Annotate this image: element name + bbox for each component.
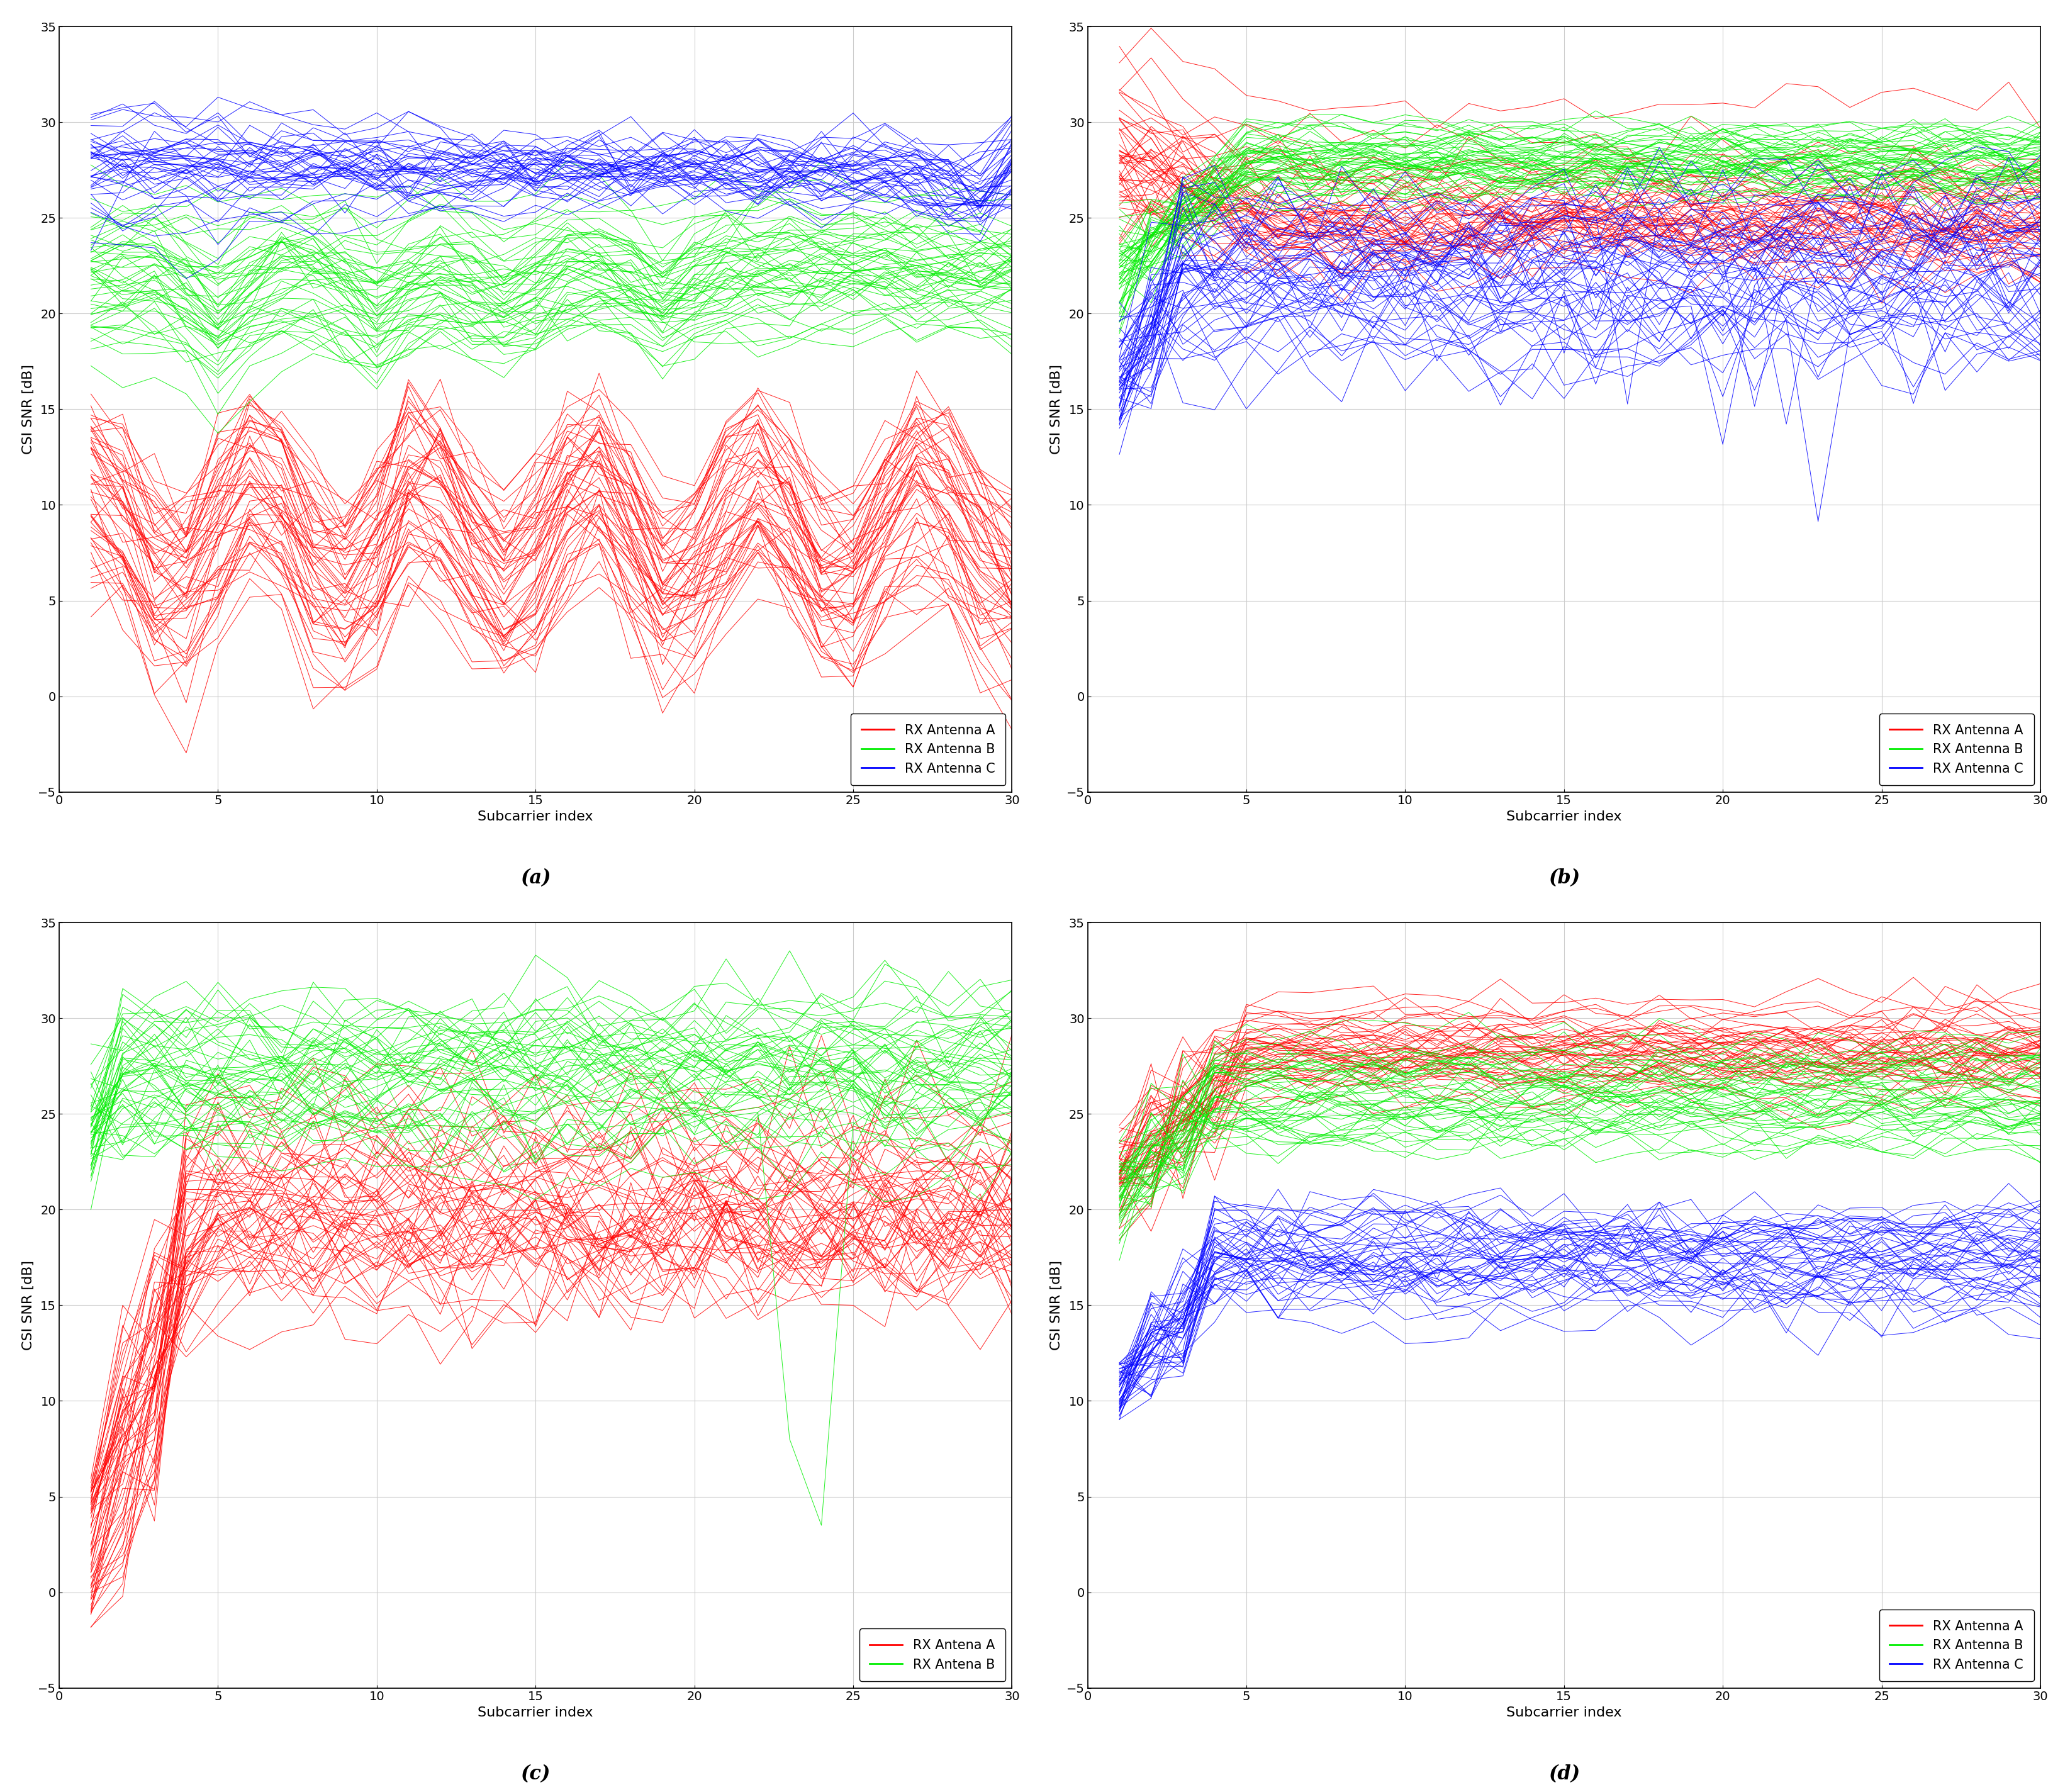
Y-axis label: CSI SNR [dB]: CSI SNR [dB] (23, 1260, 35, 1349)
Text: (d): (d) (1548, 1765, 1579, 1785)
X-axis label: Subcarrier index: Subcarrier index (1507, 1706, 1621, 1719)
Legend: RX Antena A, RX Antena B: RX Antena A, RX Antena B (859, 1629, 1006, 1681)
X-axis label: Subcarrier index: Subcarrier index (478, 1706, 594, 1719)
Legend: RX Antenna A, RX Antenna B, RX Antenna C: RX Antenna A, RX Antenna B, RX Antenna C (851, 713, 1006, 785)
Text: (b): (b) (1548, 869, 1579, 889)
Y-axis label: CSI SNR [dB]: CSI SNR [dB] (23, 364, 35, 453)
X-axis label: Subcarrier index: Subcarrier index (478, 810, 594, 823)
Text: (c): (c) (522, 1765, 551, 1785)
Legend: RX Antenna A, RX Antenna B, RX Antenna C: RX Antenna A, RX Antenna B, RX Antenna C (1880, 1609, 2035, 1681)
Y-axis label: CSI SNR [dB]: CSI SNR [dB] (1049, 1260, 1062, 1349)
Legend: RX Antenna A, RX Antenna B, RX Antenna C: RX Antenna A, RX Antenna B, RX Antenna C (1880, 713, 2035, 785)
Text: (a): (a) (520, 869, 551, 889)
Y-axis label: CSI SNR [dB]: CSI SNR [dB] (1049, 364, 1062, 453)
X-axis label: Subcarrier index: Subcarrier index (1507, 810, 1621, 823)
